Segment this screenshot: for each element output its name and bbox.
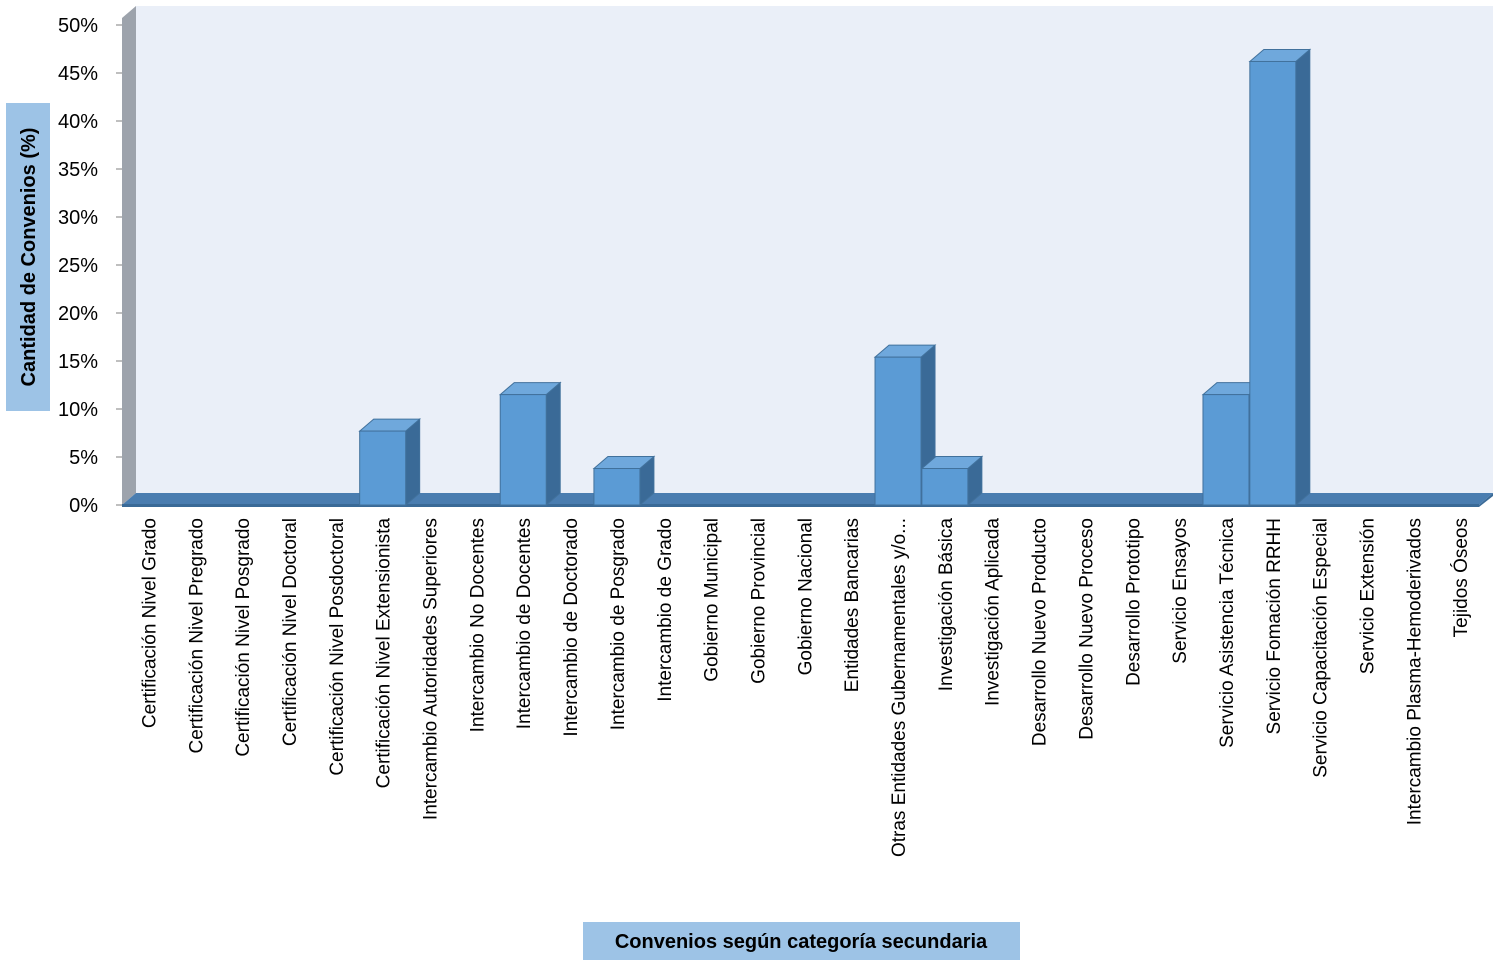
x-category-label: Certificación Nivel Pregrado bbox=[186, 518, 207, 754]
x-category-label: Gobierno Nacional bbox=[795, 518, 816, 675]
bar bbox=[1248, 48, 1312, 507]
x-category-label: Servicio Ensayos bbox=[1170, 518, 1191, 664]
plot-floor bbox=[122, 493, 1493, 505]
x-category-label: Intercambio de Grado bbox=[655, 518, 676, 702]
bar bbox=[920, 455, 984, 507]
x-category-label: Certificación Nivel Extensionista bbox=[374, 518, 395, 789]
x-category-label: Intercambio de Docentes bbox=[514, 518, 535, 729]
x-category-label: Otras Entidades Gubernamentales y/o... bbox=[889, 518, 910, 857]
bar-front bbox=[593, 468, 641, 506]
x-category-label: Certificación Nivel Doctoral bbox=[280, 518, 301, 746]
x-category-label: Investigación Aplicada bbox=[983, 518, 1004, 706]
bar bbox=[498, 381, 562, 507]
y-tick-label: 50% bbox=[58, 15, 98, 37]
x-category-label: Desarrollo Nuevo Producto bbox=[1030, 518, 1051, 746]
bar-side bbox=[1295, 48, 1311, 507]
x-category-label: Investigación Básica bbox=[936, 518, 957, 692]
x-category-label: Tejidos Óseos bbox=[1450, 518, 1472, 637]
x-category-label: Intercambio No Docentes bbox=[467, 518, 488, 732]
bar-front bbox=[874, 356, 922, 506]
x-category-label: Servicio Capacitación Especial bbox=[1311, 518, 1332, 778]
plot-floor-front bbox=[122, 504, 1479, 507]
y-tick-label: 35% bbox=[58, 159, 98, 181]
x-category-label: Intercambio de Doctorado bbox=[561, 518, 582, 737]
bar-front bbox=[1249, 60, 1297, 506]
x-category-label: Certificación Nivel Grado bbox=[139, 518, 160, 728]
y-tick-label: 0% bbox=[69, 495, 98, 517]
y-tick-label: 45% bbox=[58, 63, 98, 85]
x-category-label: Certificación Nivel Posdoctoral bbox=[327, 518, 348, 776]
bar-front bbox=[499, 394, 547, 506]
x-axis-title: Convenios según categoría secundaria bbox=[615, 931, 988, 953]
y-tick-label: 5% bbox=[69, 447, 98, 469]
x-category-label: Entidades Bancarias bbox=[842, 518, 863, 692]
x-axis-title-box bbox=[583, 922, 1020, 960]
x-category-label: Servicio Extensión bbox=[1358, 518, 1379, 674]
x-category-label: Desarrollo Prototipo bbox=[1123, 518, 1144, 686]
plot-left-wall bbox=[122, 6, 136, 505]
x-category-label: Intercambio de Posgrado bbox=[608, 518, 629, 730]
x-category-label: Intercambio Plasma-Hemoderivados bbox=[1404, 518, 1425, 825]
x-category-label: Gobierno Municipal bbox=[702, 518, 723, 682]
bar-front bbox=[1202, 394, 1250, 506]
x-category-label: Intercambio Autoridades Superiores bbox=[421, 518, 442, 820]
y-axis-title: Cantidad de Convenios (%) bbox=[18, 128, 40, 387]
bar bbox=[358, 417, 422, 507]
y-tick-label: 30% bbox=[58, 207, 98, 229]
y-tick-label: 25% bbox=[58, 255, 98, 277]
y-tick-label: 40% bbox=[58, 111, 98, 133]
bar bbox=[592, 455, 656, 507]
y-axis-ticks: 0% 5% 10% 15% 20% 25% 30% 35% 40% 45% 50% bbox=[58, 15, 122, 517]
x-category-label: Servicio Fomación RRHH bbox=[1264, 518, 1285, 734]
x-axis-category-labels: Certificación Nivel Grado Certificación N… bbox=[139, 518, 1472, 857]
bars bbox=[358, 48, 1312, 507]
x-category-label: Certificación Nivel Posgrado bbox=[233, 518, 254, 757]
bar-side bbox=[545, 381, 561, 507]
x-category-label: Servicio Asistencia Técnica bbox=[1217, 518, 1238, 748]
x-category-label: Desarrollo Nuevo Proceso bbox=[1076, 518, 1097, 740]
y-axis-title-box bbox=[6, 103, 50, 411]
plot-back-wall bbox=[136, 6, 1493, 493]
bar-side bbox=[405, 417, 421, 507]
bar-front bbox=[359, 430, 407, 506]
y-tick-label: 15% bbox=[58, 351, 98, 373]
y-tick-label: 10% bbox=[58, 399, 98, 421]
plot-floor-side bbox=[1479, 493, 1493, 507]
x-category-label: Gobierno Provincial bbox=[748, 518, 769, 684]
y-tick-label: 20% bbox=[58, 303, 98, 325]
bar-front bbox=[921, 468, 969, 506]
